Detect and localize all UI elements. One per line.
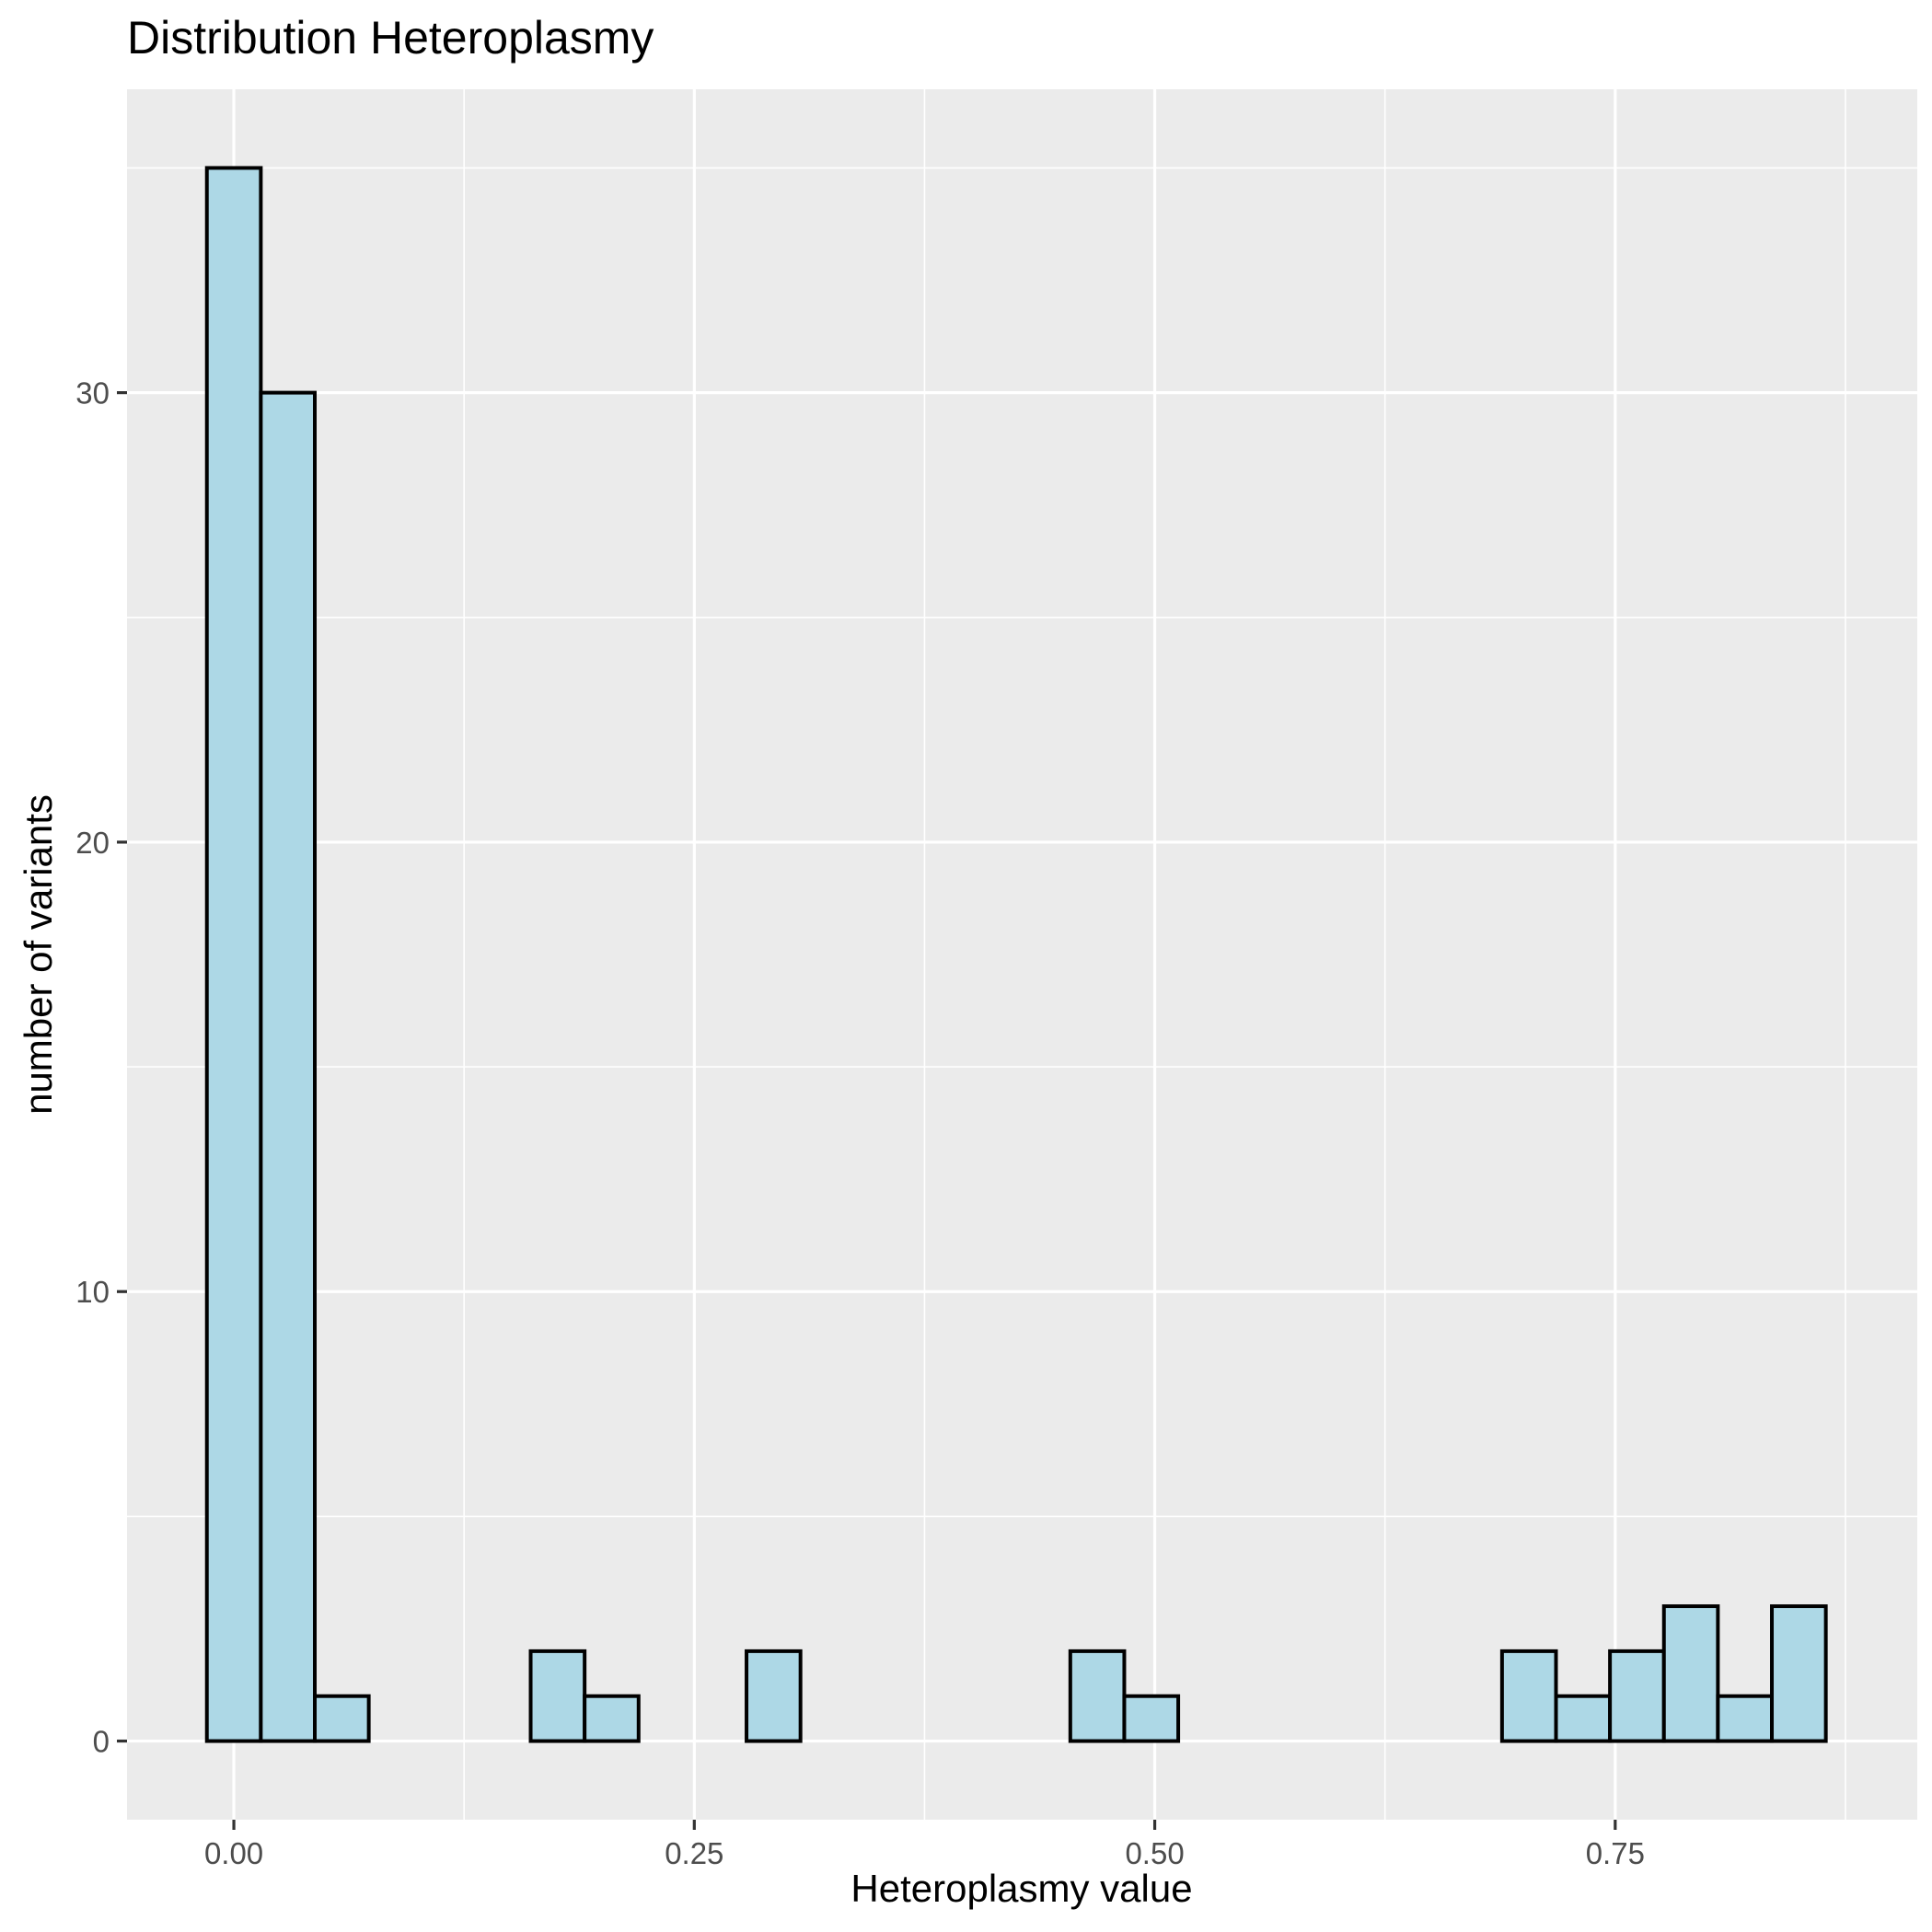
histogram-bar [1770, 1604, 1828, 1743]
histogram-bar [204, 166, 263, 1743]
histogram-bar [313, 1694, 371, 1743]
histogram-bar [528, 1649, 587, 1743]
histogram-bar [745, 1649, 803, 1743]
plot-panel [127, 89, 1917, 1820]
x-axis-title: Heteroplasmy value [850, 1867, 1192, 1910]
histogram-bar [1608, 1649, 1666, 1743]
x-tick-label: 0.75 [1586, 1836, 1645, 1870]
y-axis-title: number of variants [17, 794, 60, 1115]
x-tick-label: 0.50 [1125, 1836, 1184, 1870]
chart-title: Distribution Heteroplasmy [127, 12, 654, 64]
histogram-bar [1068, 1649, 1127, 1743]
histogram-bar [1499, 1649, 1558, 1743]
histogram-bar [1122, 1694, 1181, 1743]
histogram-bar [1661, 1604, 1720, 1743]
y-tick-label: 10 [75, 1275, 110, 1309]
x-tick-label: 0.25 [665, 1836, 723, 1870]
histogram-bar [1554, 1694, 1613, 1743]
histogram-bar [259, 390, 318, 1743]
y-tick-label: 0 [93, 1725, 110, 1759]
x-tick-label: 0.00 [204, 1836, 263, 1870]
histogram-bar [1716, 1694, 1775, 1743]
y-tick-label: 20 [75, 826, 110, 860]
y-tick-label: 30 [75, 376, 110, 411]
histogram-bars [204, 166, 1828, 1743]
axis-ticks: 0.00 0.25 0.50 0.75 0 10 20 30 [75, 376, 1645, 1870]
minor-gridlines [127, 89, 1917, 1820]
histogram-bar [583, 1694, 641, 1743]
